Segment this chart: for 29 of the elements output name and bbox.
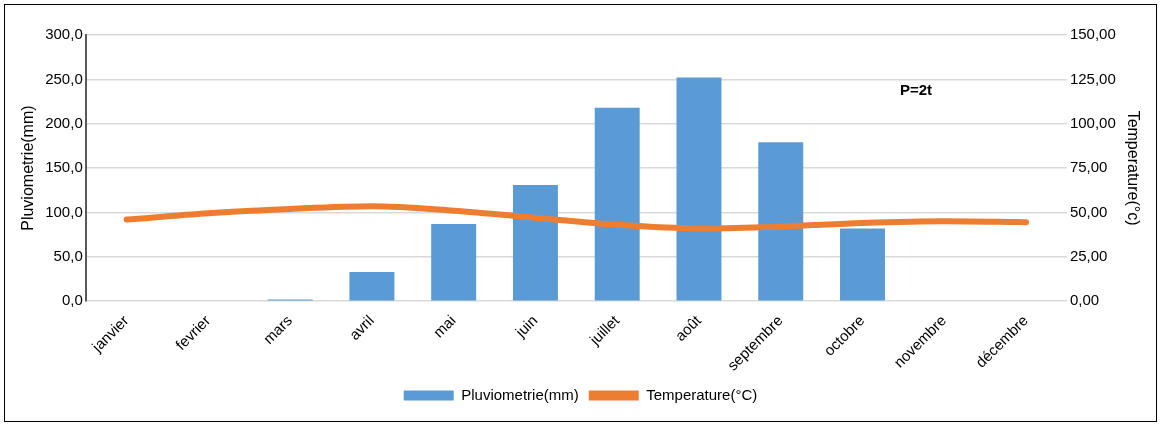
y2-tick-label: 100,00	[1069, 113, 1116, 131]
y2-tick-label: 25,00	[1069, 246, 1108, 264]
y-tick-label: 0,0	[61, 291, 83, 309]
y2-tick-label: 50,00	[1069, 202, 1108, 220]
y2-tick-label: 125,00	[1069, 69, 1116, 87]
bar	[594, 107, 640, 301]
legend-label: Temperature(°C)	[646, 385, 758, 403]
bar	[512, 184, 558, 301]
y-tick-label: 150,0	[45, 158, 83, 176]
y2-tick-label: 0,00	[1069, 291, 1100, 309]
x-tick-label: juin	[511, 311, 541, 341]
annotation: P=2t	[900, 81, 933, 98]
x-tick-label: août	[671, 310, 705, 345]
y2-tick-label: 75,00	[1069, 158, 1108, 176]
y-tick-label: 250,0	[45, 69, 83, 87]
bar	[840, 228, 885, 301]
bar	[349, 271, 395, 301]
bar	[676, 77, 722, 301]
x-tick-label: mai	[429, 311, 459, 341]
y-tick-label: 300,0	[45, 25, 83, 43]
legend-label: Pluviometrie(mm)	[461, 385, 579, 403]
bar	[431, 223, 477, 301]
y2-axis-title: Temperature(°c)	[1124, 110, 1142, 226]
y-tick-label: 100,0	[45, 202, 83, 220]
y2-tick-label: 150,00	[1069, 25, 1116, 43]
y-axis-title: Pluviometrie(mm)	[19, 105, 37, 231]
y-tick-label: 200,0	[45, 113, 83, 131]
bar	[758, 142, 804, 301]
y-tick-label: 50,0	[53, 246, 83, 264]
